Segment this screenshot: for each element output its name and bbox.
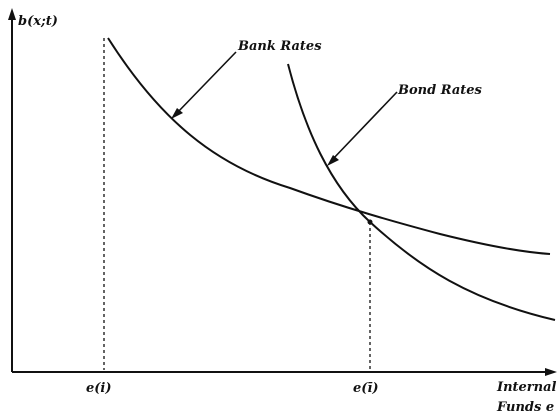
bond-rates-pointer — [331, 91, 398, 161]
x-axis-label-line2: Funds e — [496, 400, 554, 415]
bond-rates-arrowhead — [327, 155, 339, 166]
e-upper-tick-label: e(ī) — [353, 381, 379, 396]
bank-rates-curve — [107, 37, 551, 255]
bank-rates-label: Bank Rates — [237, 39, 322, 54]
e-lower-tick-label: e(i) — [86, 381, 112, 396]
bank-rates-arrowhead — [171, 108, 183, 119]
bond-rates-label: Bond Rates — [397, 83, 483, 98]
bank-rates-pointer — [175, 51, 237, 115]
x-axis-arrowhead — [545, 368, 557, 376]
bond-rates-curve — [287, 63, 556, 321]
y-axis-arrowhead — [8, 8, 16, 20]
x-axis-label-line1: Internal — [496, 380, 557, 395]
y-axis-label: b(x;t) — [18, 14, 58, 29]
intersection-point — [367, 219, 373, 225]
